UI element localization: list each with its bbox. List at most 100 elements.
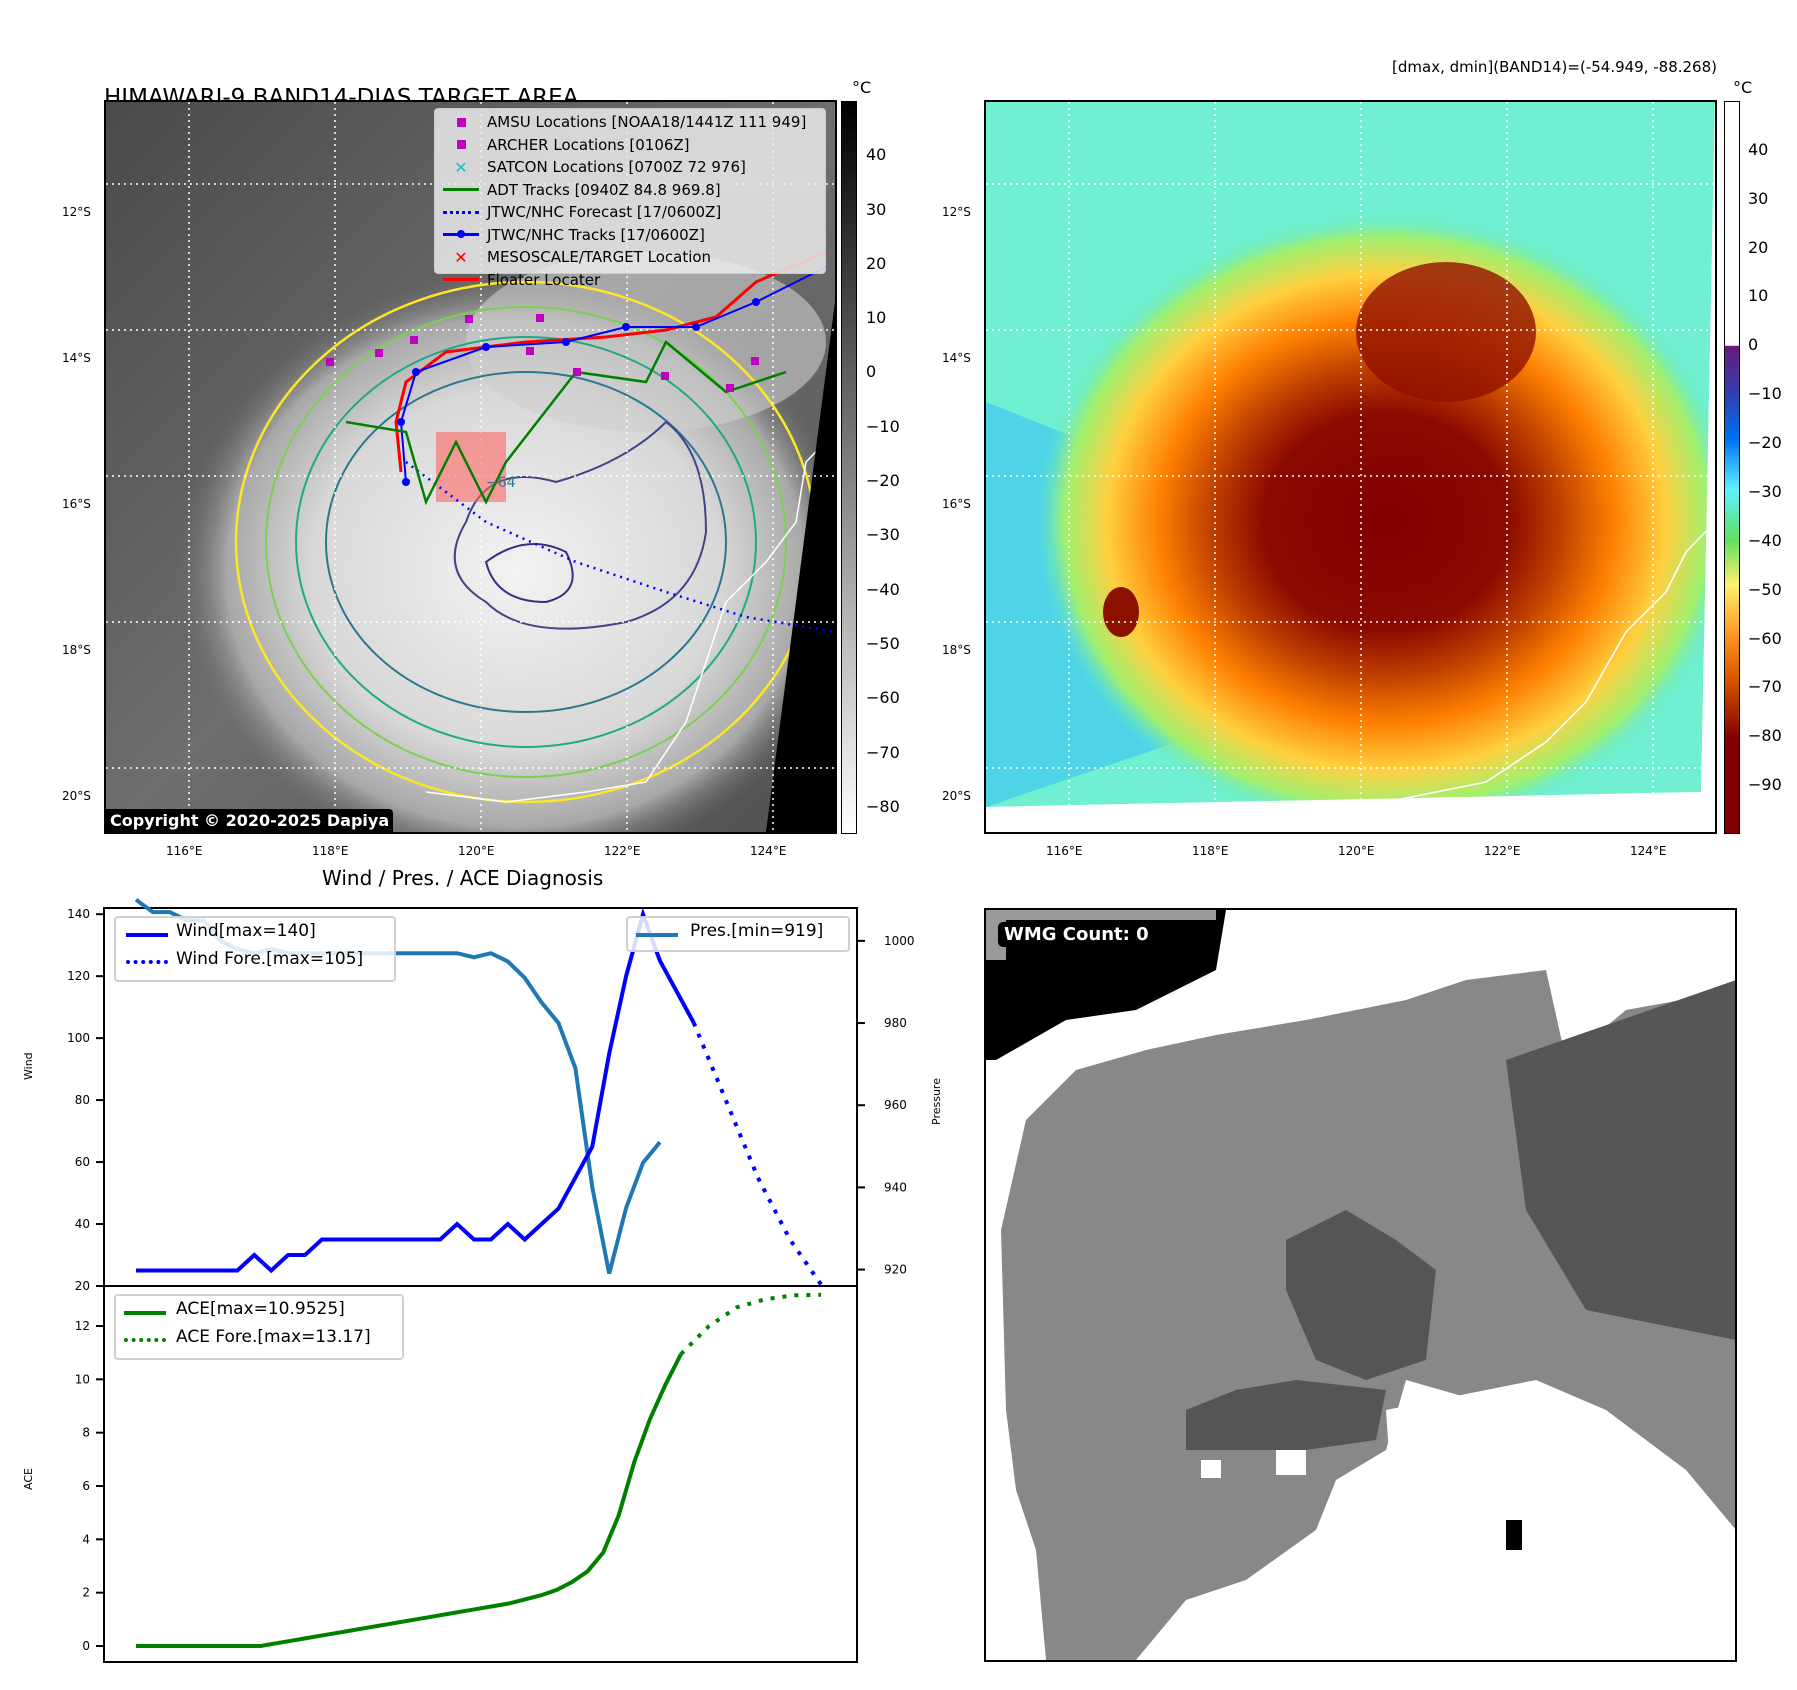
pressure-axis-tick-label: 920 <box>884 1263 907 1277</box>
wmg-dark-region-east <box>1506 980 1735 1340</box>
map-legend-label: ADT Tracks [0940Z 84.8 969.8] <box>487 180 721 199</box>
contour-inner <box>484 543 574 604</box>
map-legend-item: ADT Tracks [0940Z 84.8 969.8] <box>435 179 825 202</box>
wind-fore-legend-line <box>126 960 168 964</box>
colorbar-tick-label: 30 <box>1748 188 1769 208</box>
awv-map[interactable] <box>984 100 1717 834</box>
colorbar-tick-label: −30 <box>1748 481 1782 501</box>
pressure-axis-tick-label: 940 <box>884 1180 907 1194</box>
colorbar-tick-label: −20 <box>866 471 900 491</box>
colorbar-tick-label: 10 <box>866 308 887 328</box>
ace-axis-tick-label: 4 <box>82 1532 90 1546</box>
lon-label: 124°E <box>1630 844 1667 858</box>
map-legend-label: AMSU Locations [NOAA18/1441Z 111 949] <box>487 113 807 132</box>
title-line-1: HIMAWARI-9 BAND14-DIAS TARGET AREA <box>104 85 579 111</box>
copyright-badge: Copyright © 2020-2025 Dapiya <box>106 809 394 832</box>
map-legend-item: ARCHER Locations [0106Z] <box>435 134 825 157</box>
graticule <box>986 102 1715 832</box>
legend-line-icon <box>435 188 487 192</box>
colorbar-unit: °C <box>1733 78 1753 97</box>
lat-label: 18°S <box>62 643 91 657</box>
jtwc-track-points <box>397 298 760 486</box>
colorbar-tick-label: −90 <box>1748 775 1782 795</box>
lat-label: 16°S <box>942 497 971 511</box>
wind-axis-tick-label: 80 <box>75 1093 90 1107</box>
colorbar-tick-label: −30 <box>866 525 900 545</box>
colorbar-tick-label: −50 <box>1748 579 1782 599</box>
legend-square-icon <box>435 117 487 127</box>
info-band14: [dmax, dmin](BAND14)=(-54.949, -88.268) <box>1392 58 1717 76</box>
ace-forecast-line <box>679 1292 822 1356</box>
ace-legend-label: ACE[max=10.9525] <box>176 1299 345 1319</box>
colorbar-tick-label: 30 <box>866 199 887 219</box>
colorbar-tick-label: 0 <box>866 362 877 382</box>
lon-label: 116°E <box>1046 844 1083 858</box>
colorbar-tick-label: −80 <box>866 796 900 816</box>
ace-axis-tick-label: 12 <box>75 1319 90 1333</box>
lat-label: 14°S <box>942 351 971 365</box>
lon-label: 124°E <box>750 844 787 858</box>
ace-line <box>136 1353 683 1648</box>
wmg-panel[interactable]: WMG Count: 0 <box>984 908 1737 1662</box>
map-legend-label: JTWC/NHC Forecast [17/0600Z] <box>487 203 722 222</box>
colorbar-tick-label: −60 <box>1748 628 1782 648</box>
map-legend-item: Floater Locater <box>435 269 825 292</box>
coastline <box>1385 521 1715 803</box>
ace-axis-tick-label: 6 <box>82 1479 90 1493</box>
no-data-region <box>766 302 835 832</box>
wmg-count-badge: WMG Count: 0 <box>998 922 1155 947</box>
lat-label: 14°S <box>62 351 91 365</box>
contour-green <box>265 306 787 778</box>
legend-line-icon <box>435 278 487 282</box>
lon-label: 120°E <box>1338 844 1375 858</box>
pressure-axis-tick-label: 960 <box>884 1098 907 1112</box>
lat-label: 20°S <box>62 789 91 803</box>
map-legend-label: ARCHER Locations [0106Z] <box>487 135 690 154</box>
adt-track <box>345 340 787 506</box>
colorbar-tick-label: 0 <box>1748 335 1759 355</box>
wind-axis-tick-label: 40 <box>75 1217 90 1231</box>
colorbar-tick-label: −60 <box>866 688 900 708</box>
chart-title: Wind / Pres. / ACE Diagnosis <box>322 866 604 890</box>
ace-axis-tick-label: 8 <box>82 1426 90 1440</box>
grayscale-colorbar <box>841 101 857 834</box>
legend-x-icon: ✕ <box>454 247 468 267</box>
lat-label: 12°S <box>942 205 971 219</box>
wind-fore-legend-label: Wind Fore.[max=105] <box>176 949 364 969</box>
lon-label: 122°E <box>1484 844 1521 858</box>
map-legend-item: ✕ MESOSCALE/TARGET Location <box>435 246 825 269</box>
ace-plot-frame <box>103 1285 858 1663</box>
map-legend-item: JTWC/NHC Forecast [17/0600Z] <box>435 201 825 224</box>
map-legend: AMSU Locations [NOAA18/1441Z 111 949] ARC… <box>434 108 826 289</box>
legend-line-dot-icon <box>435 230 487 239</box>
ace-axis-tick-label: 10 <box>75 1372 90 1386</box>
colorbar-tick-label: 40 <box>866 145 887 165</box>
contour-blue-teal <box>325 371 727 713</box>
wind-axis-tick-label: 20 <box>75 1279 90 1293</box>
wind-axis-tick-label: 100 <box>67 1031 90 1045</box>
pressure-legend: Pres.[min=919] <box>626 916 850 952</box>
contour-label: −64 <box>486 475 516 491</box>
lon-label: 122°E <box>604 844 641 858</box>
legend-dotted-icon <box>435 210 487 214</box>
lon-label: 118°E <box>312 844 349 858</box>
lon-label: 118°E <box>1192 844 1229 858</box>
colorbar-tick-label: 40 <box>1748 139 1769 159</box>
wind-axis-tick-label: 120 <box>67 969 90 983</box>
wind-forecast-line <box>691 1021 824 1288</box>
colorbar-unit: °C <box>852 78 872 97</box>
colorbar-tick-label: −40 <box>866 579 900 599</box>
pres-legend-label: Pres.[min=919] <box>690 921 824 941</box>
map-legend-item: JTWC/NHC Tracks [17/0600Z] <box>435 224 825 247</box>
lon-label: 116°E <box>166 844 203 858</box>
colorbar-tick-label: −10 <box>1748 384 1782 404</box>
jtwc-forecast-track <box>405 461 835 634</box>
lat-label: 12°S <box>62 205 91 219</box>
pressure-axis-tick-label: 1000 <box>884 934 915 948</box>
band14-map[interactable]: −64 AMSU Locations [NOAA18/1441Z 111 949… <box>104 100 837 834</box>
wmg-white-region <box>1386 1380 1735 1660</box>
pres-legend-line <box>636 933 678 937</box>
map-legend-label: Floater Locater <box>487 270 601 289</box>
ace-fore-legend-line <box>124 1338 166 1342</box>
